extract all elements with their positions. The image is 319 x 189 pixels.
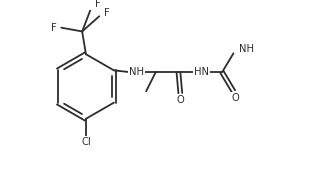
- Text: F: F: [51, 23, 56, 33]
- Text: NH: NH: [239, 44, 254, 54]
- Text: O: O: [176, 95, 184, 105]
- Text: NH: NH: [129, 67, 144, 77]
- Text: F: F: [95, 0, 101, 9]
- Text: HN: HN: [194, 67, 209, 77]
- Text: Cl: Cl: [81, 136, 91, 146]
- Text: O: O: [232, 93, 239, 103]
- Text: F: F: [104, 9, 110, 18]
